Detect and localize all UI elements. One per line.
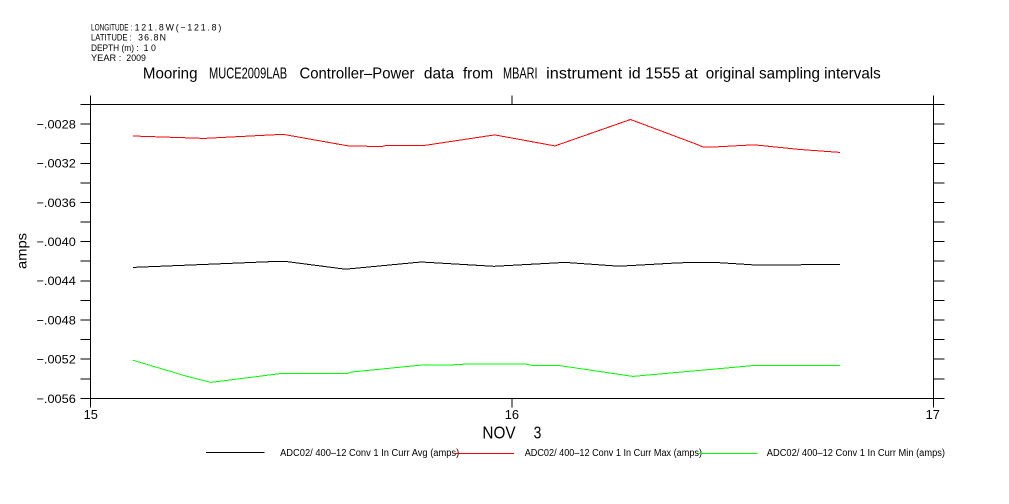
svg-text:id 1555 at: id 1555 at xyxy=(628,66,698,83)
svg-text:LONGITUDE :: LONGITUDE : xyxy=(91,23,132,33)
svg-text:LATITUDE :: LATITUDE : xyxy=(91,33,132,43)
svg-text:−.0032: −.0032 xyxy=(37,157,77,171)
svg-text:original sampling intervals: original sampling intervals xyxy=(706,66,881,83)
svg-text:−.0036: −.0036 xyxy=(37,196,77,210)
svg-text:MUCE2009LAB: MUCE2009LAB xyxy=(209,66,287,83)
svg-text:17: 17 xyxy=(926,407,940,422)
svg-text:121.8W(−121.8): 121.8W(−121.8) xyxy=(135,23,222,33)
svg-text:ADC02/ 400–12 Conv 1 In Curr M: ADC02/ 400–12 Conv 1 In Curr Max (amps) xyxy=(525,448,702,459)
svg-text:Controller–Power: Controller–Power xyxy=(300,66,416,83)
svg-text:36.8N: 36.8N xyxy=(138,33,166,43)
svg-text:−.0028: −.0028 xyxy=(37,118,77,132)
svg-text:YEAR :: YEAR : xyxy=(91,53,121,63)
svg-text:15: 15 xyxy=(84,407,98,422)
svg-text:16: 16 xyxy=(505,407,519,422)
svg-text:−.0044: −.0044 xyxy=(37,274,77,288)
svg-text:ADC02/ 400–12 Conv 1 In Curr M: ADC02/ 400–12 Conv 1 In Curr Min (amps) xyxy=(767,448,945,459)
svg-text:from: from xyxy=(463,66,493,83)
svg-text:data: data xyxy=(424,66,454,83)
svg-text:−.0056: −.0056 xyxy=(37,392,77,406)
svg-text:MBARI: MBARI xyxy=(503,66,538,83)
svg-text:3: 3 xyxy=(534,423,542,443)
svg-text:Mooring: Mooring xyxy=(143,66,198,83)
svg-text:2009: 2009 xyxy=(126,53,146,63)
svg-text:amps: amps xyxy=(14,233,30,269)
svg-text:−.0048: −.0048 xyxy=(37,313,77,327)
svg-text:ADC02/ 400–12 Conv 1 In Curr A: ADC02/ 400–12 Conv 1 In Curr Avg (amps) xyxy=(280,448,459,459)
svg-text:NOV: NOV xyxy=(482,423,516,443)
svg-text:−.0052: −.0052 xyxy=(37,353,77,367)
svg-text:DEPTH (m) :: DEPTH (m) : xyxy=(91,43,139,53)
svg-text:instrument: instrument xyxy=(546,66,622,83)
svg-text:−.0040: −.0040 xyxy=(37,235,77,249)
